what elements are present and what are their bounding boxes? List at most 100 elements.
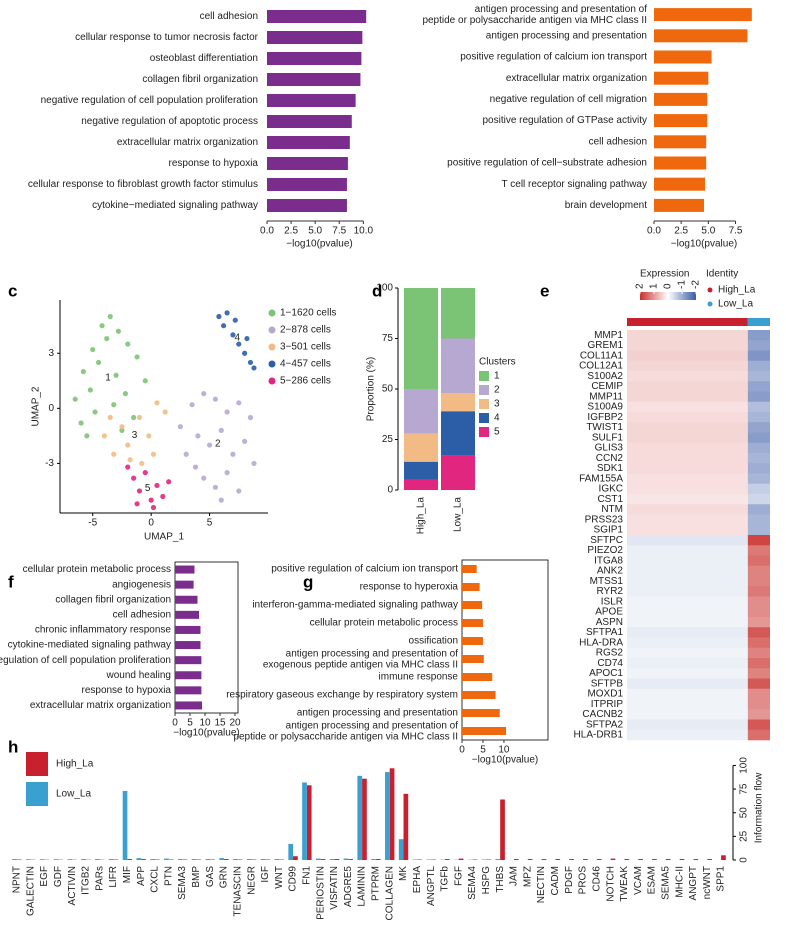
- heat-cell: [627, 565, 748, 577]
- heat-cell: [627, 637, 748, 649]
- row-label: RYR2: [597, 586, 624, 597]
- heat-cell: [747, 647, 770, 659]
- colorbar-tick-label: 0: [663, 283, 674, 289]
- point: [236, 341, 242, 347]
- bar: [371, 859, 376, 860]
- legend-marker: [268, 309, 276, 317]
- bar: [274, 859, 280, 860]
- label-line: peptide or polysaccharide antigen via MH…: [422, 15, 647, 26]
- x-tick-label: 7.5: [332, 226, 346, 237]
- category-label: positive regulation of GTPase activity: [482, 115, 647, 126]
- point: [146, 433, 152, 439]
- colorbar-tick-label: -2: [691, 280, 702, 289]
- x-tick-label: FGF: [453, 866, 464, 886]
- point: [236, 488, 242, 494]
- bar: [398, 839, 404, 860]
- bar: [39, 859, 45, 860]
- point: [84, 433, 90, 439]
- x-tick-label: COLLAGEN: [384, 866, 395, 920]
- category-label: positive regulation of calcium ion trans…: [460, 52, 647, 63]
- bar: [219, 858, 225, 860]
- x-tick-label: IGF: [260, 866, 271, 883]
- x-tick-label: GAS: [205, 866, 216, 887]
- cluster-label: 3: [132, 430, 138, 441]
- category-label: angiogenesis: [112, 579, 171, 590]
- point: [136, 414, 143, 421]
- heat-cell: [747, 381, 770, 392]
- point: [148, 497, 154, 503]
- bar-segment: [441, 411, 475, 456]
- x-tick-label: ncWNT: [702, 866, 713, 899]
- heat-cell: [627, 678, 748, 690]
- bar: [527, 859, 533, 860]
- heat-cell: [627, 596, 748, 608]
- point: [224, 310, 230, 316]
- bar: [654, 135, 707, 149]
- heat-cell: [747, 729, 770, 741]
- heat-cell: [627, 463, 748, 474]
- bar: [205, 859, 211, 860]
- x-tick-label: 5.0: [308, 226, 322, 237]
- row-label: RGS2: [596, 648, 624, 659]
- point: [131, 414, 137, 421]
- category-label: collagen fibril organization: [142, 74, 258, 85]
- bar: [329, 859, 335, 860]
- bar: [334, 859, 340, 860]
- bar: [141, 859, 146, 860]
- row-label: CEMIP: [591, 381, 623, 392]
- row-label: S100A9: [587, 402, 623, 413]
- heat-cell: [747, 504, 770, 515]
- point: [119, 427, 125, 433]
- point: [119, 424, 125, 430]
- x-tick-label: High_La: [416, 497, 427, 535]
- point: [72, 396, 78, 402]
- heat-cell: [627, 483, 748, 495]
- x-tick-label: VCAM: [633, 866, 644, 895]
- x-tick-label: PDGF: [564, 866, 575, 894]
- bar: [95, 859, 100, 860]
- x-tick-label: MK: [398, 866, 409, 881]
- category-label: antigen processing and presentation of ex…: [263, 648, 458, 670]
- point: [162, 409, 168, 415]
- heat-cell: [627, 330, 748, 341]
- x-tick-label: 10: [199, 718, 211, 729]
- heat-cell: [747, 688, 770, 700]
- point: [104, 335, 110, 342]
- bar-segment: [441, 288, 475, 339]
- x-tick-label: JAM: [509, 866, 520, 886]
- point: [150, 504, 157, 511]
- category-label: brain development: [565, 200, 647, 211]
- point: [160, 493, 166, 500]
- category-label: antigen processing and presentation: [297, 708, 458, 719]
- bar: [462, 601, 483, 609]
- heat-cell: [627, 412, 748, 423]
- point: [224, 470, 230, 476]
- heat-cell: [747, 350, 770, 362]
- point: [99, 323, 105, 329]
- heat-cell: [627, 606, 748, 618]
- x-tick-label: ACTIVIN: [67, 866, 78, 905]
- category-label: antigen processing and presentation of pe…: [422, 4, 647, 26]
- row-label: APOE: [595, 607, 623, 618]
- point: [212, 484, 219, 490]
- heat-cell: [747, 555, 770, 567]
- bar: [596, 859, 602, 860]
- x-tick-label: SEMA5: [661, 866, 672, 900]
- bar: [555, 859, 561, 860]
- x-tick-label: 0: [172, 718, 178, 729]
- heat-cell: [627, 401, 748, 413]
- heat-cell: [747, 699, 770, 710]
- point: [125, 442, 131, 448]
- x-tick-label: PARs: [94, 866, 105, 891]
- point: [177, 424, 183, 430]
- bar: [67, 859, 73, 860]
- bar-segment: [404, 433, 438, 462]
- bar: [462, 637, 483, 645]
- row-label: MMP11: [589, 391, 623, 402]
- point: [122, 391, 129, 397]
- row-label: ITPRIP: [591, 699, 624, 710]
- row-label: SDK1: [597, 463, 624, 474]
- x-tick-label: 5: [480, 745, 486, 756]
- x-tick-label: PROS: [578, 866, 589, 895]
- row-label: CACNB2: [582, 709, 623, 720]
